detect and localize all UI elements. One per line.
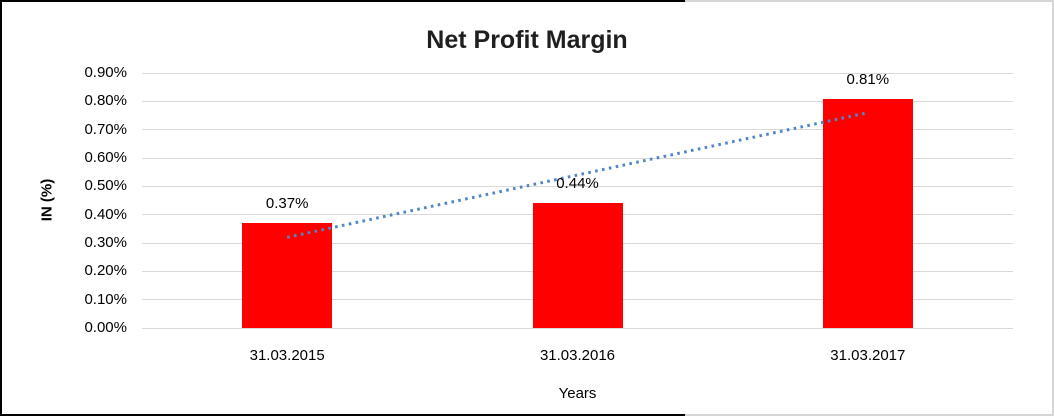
y-tick-label: 0.80%	[84, 92, 127, 110]
y-tick-label: 0.70%	[84, 120, 127, 138]
gridline	[142, 157, 1013, 159]
frame-border-left	[0, 0, 2, 416]
gridline	[142, 327, 1013, 329]
gridline	[142, 100, 1013, 102]
y-tick-label: 0.50%	[84, 177, 127, 195]
gridline	[142, 129, 1013, 131]
gridline	[142, 185, 1013, 187]
bar-data-label: 0.81%	[846, 70, 890, 88]
frame-border-bottom	[0, 414, 1054, 416]
frame-border-right	[1052, 0, 1054, 416]
frame-border-top	[0, 0, 1054, 2]
y-tick-label: 0.90%	[84, 64, 127, 81]
bar	[532, 203, 623, 328]
y-tick-label: 0.00%	[84, 319, 127, 336]
chart-title: Net Profit Margin	[426, 26, 628, 54]
plot-area: 0.37% 0.44% 0.81%	[142, 70, 1013, 329]
x-tick-label: 31.03.2015	[249, 347, 325, 364]
bar	[242, 223, 333, 328]
bar-data-label: 0.44%	[556, 175, 599, 193]
x-tick-label: 31.03.2016	[539, 347, 616, 364]
y-tick-label: 0.30%	[84, 234, 127, 251]
gridline	[142, 72, 1013, 74]
x-tick-label: 31.03.2017	[830, 347, 906, 364]
y-tick-label: 0.20%	[84, 262, 127, 280]
bar-data-label: 0.37%	[265, 195, 309, 213]
y-tick-label: 0.40%	[84, 205, 127, 223]
bar	[822, 98, 913, 328]
y-tick-label: 0.10%	[84, 290, 127, 308]
y-tick-label: 0.60%	[84, 149, 127, 166]
x-axis-title: Years	[558, 385, 597, 402]
trendline	[286, 111, 869, 239]
